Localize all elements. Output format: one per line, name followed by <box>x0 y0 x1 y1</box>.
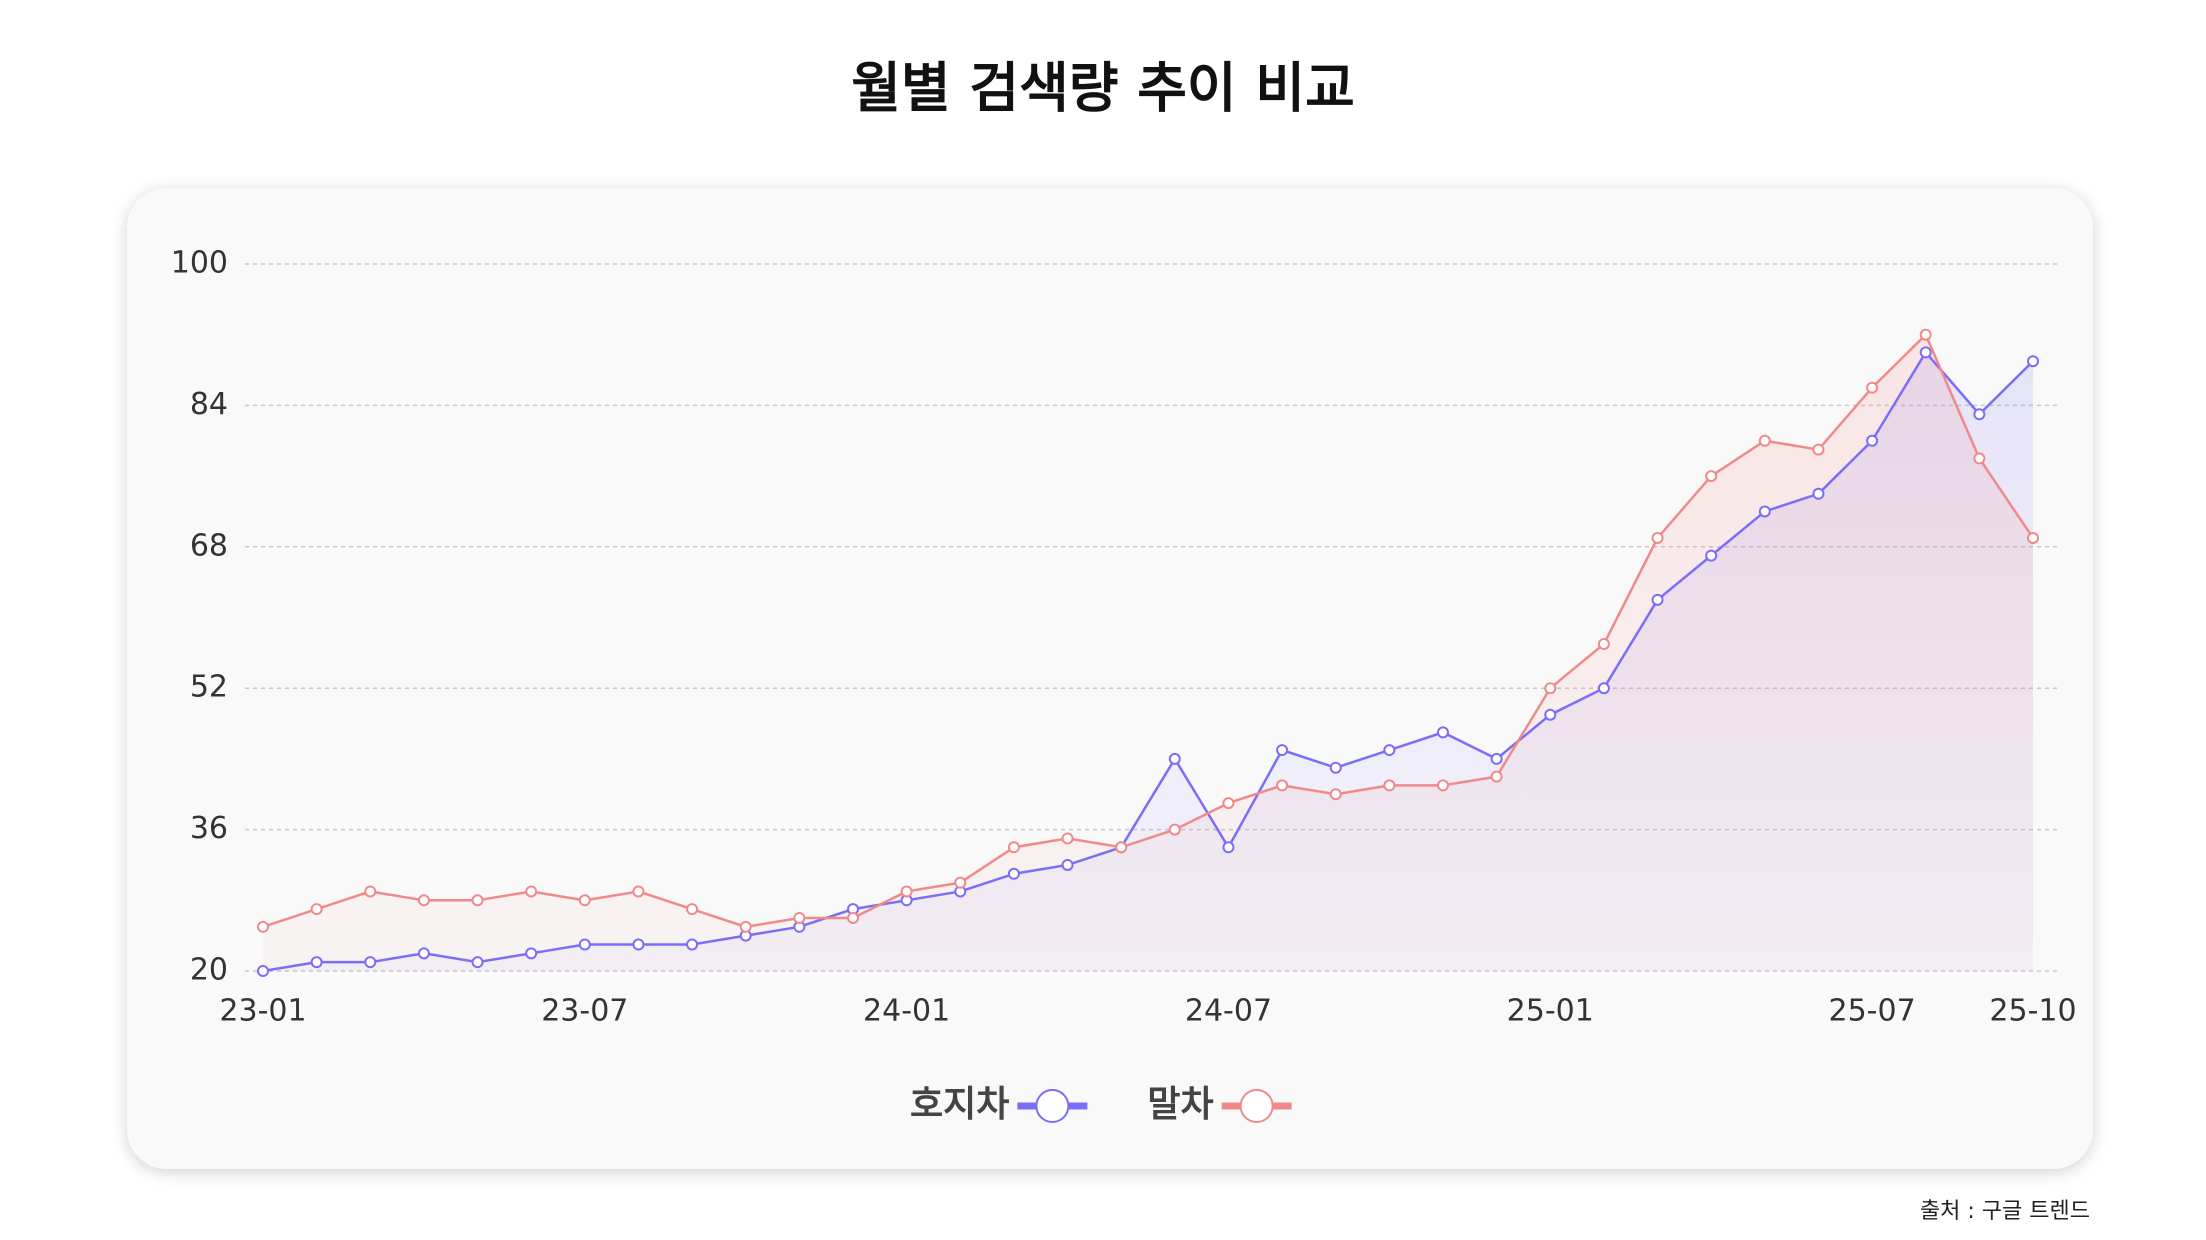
x-tick-label: 25-07 <box>1828 994 1915 1029</box>
point <box>578 938 591 951</box>
point <box>1222 841 1235 854</box>
point <box>1812 443 1825 456</box>
point <box>417 894 430 907</box>
point <box>1544 708 1557 721</box>
point <box>1061 832 1074 845</box>
point <box>2027 531 2039 544</box>
point <box>1168 823 1181 836</box>
point <box>525 885 538 898</box>
point <box>847 911 859 924</box>
point <box>686 938 699 951</box>
y-tick-label: 84 <box>190 387 228 422</box>
line <box>262 332 2035 929</box>
y-tick-label: 52 <box>190 670 228 705</box>
point <box>417 947 430 960</box>
point <box>1651 593 1664 606</box>
point <box>257 920 269 933</box>
x-tick-label: 25-01 <box>1507 994 1594 1029</box>
point <box>471 956 484 969</box>
x-tick-label: 23-07 <box>541 994 628 1029</box>
point <box>1383 779 1396 792</box>
point <box>1919 346 1932 359</box>
point <box>1919 328 1932 341</box>
point <box>1007 867 1020 880</box>
point <box>1758 505 1771 518</box>
point <box>1651 531 1664 544</box>
point <box>1490 770 1503 783</box>
point <box>525 947 538 960</box>
area <box>263 334 2033 971</box>
point <box>1866 434 1879 447</box>
point <box>1866 381 1879 394</box>
x-tick-label: 24-07 <box>1185 994 1272 1029</box>
y-tick-label: 36 <box>190 811 228 846</box>
point <box>1597 638 1610 651</box>
x-tick-label: 23-01 <box>219 994 306 1029</box>
point <box>739 920 752 933</box>
point <box>1276 779 1289 792</box>
point <box>310 903 323 916</box>
point <box>1758 434 1771 447</box>
point <box>1383 744 1396 757</box>
point <box>900 885 913 898</box>
source: 출처 : 구글 트렌드 <box>1920 1199 2090 1224</box>
point <box>1705 549 1718 562</box>
point <box>1973 408 1986 421</box>
y-tick-label: 68 <box>190 528 228 563</box>
point <box>1276 744 1289 757</box>
point <box>1007 841 1020 854</box>
point <box>1597 682 1610 695</box>
point <box>954 876 967 889</box>
point <box>1812 487 1825 500</box>
point <box>1168 752 1181 765</box>
point <box>310 956 323 969</box>
x-tick-label: 24-01 <box>863 994 950 1029</box>
point <box>2027 355 2039 368</box>
point <box>1437 726 1449 739</box>
legend-marker <box>1035 1089 1070 1123</box>
y-tick-label: 20 <box>190 953 228 988</box>
point <box>1705 470 1718 483</box>
point <box>1061 858 1074 871</box>
x-tick-label: 25-10 <box>1989 994 2076 1029</box>
point <box>1329 761 1342 774</box>
line <box>262 350 2034 973</box>
point <box>793 911 806 924</box>
legend-label: 말차 <box>1147 1084 1213 1125</box>
point <box>364 885 377 898</box>
point <box>1544 682 1557 695</box>
point <box>364 956 377 969</box>
legend-marker <box>1239 1089 1274 1123</box>
point <box>686 903 699 916</box>
point <box>1973 452 1986 465</box>
point <box>257 965 269 977</box>
point <box>1437 779 1449 792</box>
legend-label: 호지차 <box>910 1084 1009 1125</box>
point <box>632 885 645 898</box>
point <box>1490 752 1503 765</box>
y-tick-label: 100 <box>171 246 228 281</box>
point <box>578 894 591 907</box>
point <box>1222 797 1235 810</box>
point <box>1115 841 1128 854</box>
point <box>632 938 645 951</box>
point <box>471 894 484 907</box>
point <box>1329 788 1342 801</box>
chart-title: 월별 검색량 추이 비교 <box>851 57 1355 120</box>
